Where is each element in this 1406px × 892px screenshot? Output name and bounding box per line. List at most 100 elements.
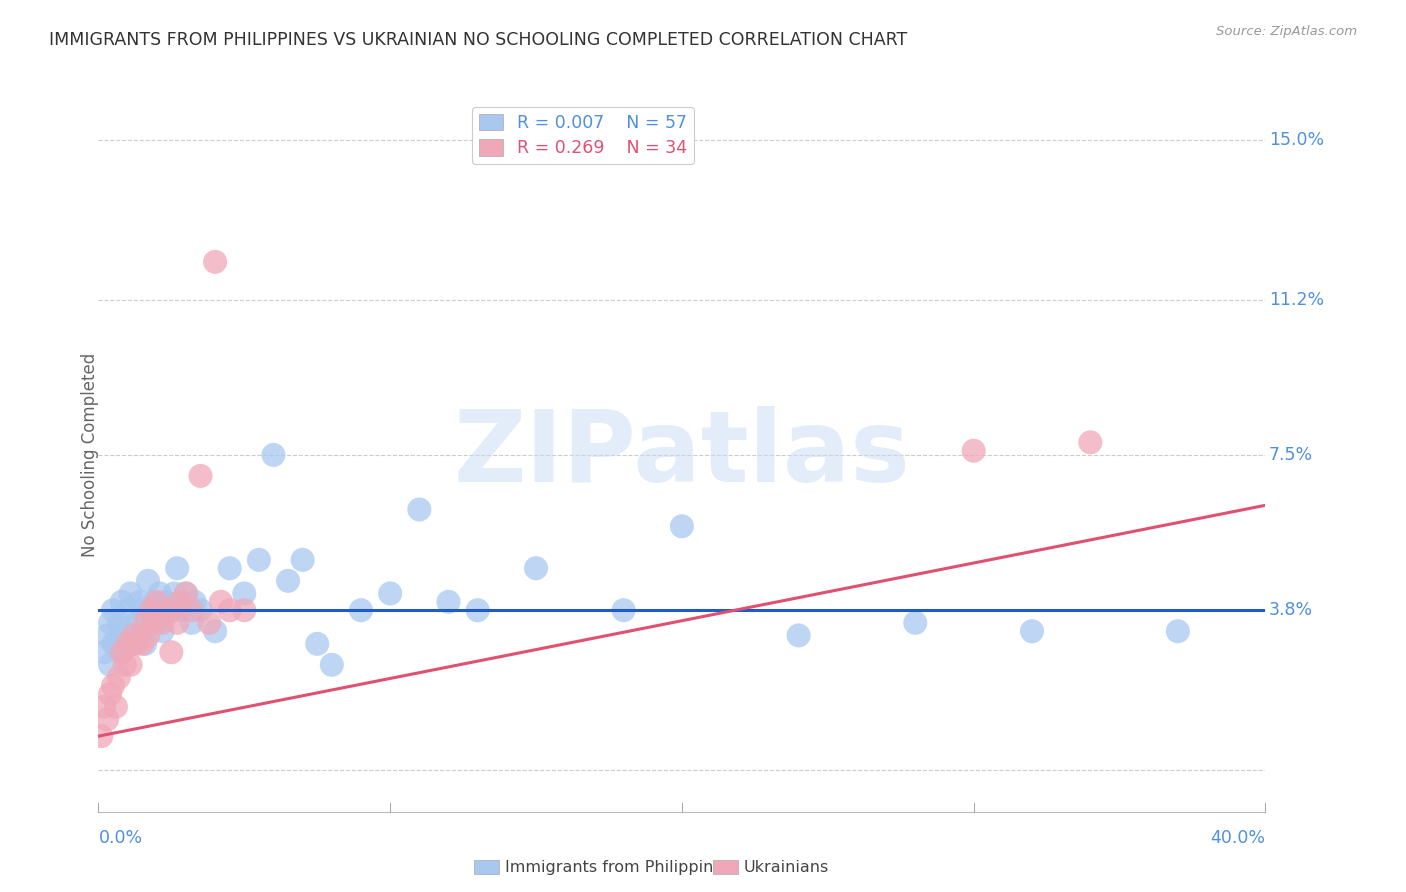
Text: Source: ZipAtlas.com: Source: ZipAtlas.com: [1216, 25, 1357, 38]
Text: 40.0%: 40.0%: [1211, 829, 1265, 847]
Point: [131, 603, 153, 617]
Point: [1167, 624, 1189, 639]
Point: [120, 586, 142, 600]
Point: [1021, 624, 1043, 639]
Point: [108, 615, 131, 630]
Point: [152, 603, 174, 617]
Point: [671, 519, 693, 533]
Point: [117, 637, 139, 651]
Point: [142, 615, 165, 630]
Text: 11.2%: 11.2%: [1268, 291, 1324, 309]
Point: [101, 603, 124, 617]
Point: [117, 603, 139, 617]
Point: [160, 645, 183, 659]
Text: IMMIGRANTS FROM PHILIPPINES VS UKRAINIAN NO SCHOOLING COMPLETED CORRELATION CHAR: IMMIGRANTS FROM PHILIPPINES VS UKRAINIAN…: [49, 31, 907, 49]
Text: Ukrainians: Ukrainians: [744, 860, 830, 874]
Point: [93, 645, 115, 659]
Point: [136, 628, 159, 642]
Point: [96, 628, 118, 642]
Point: [125, 637, 148, 651]
Text: ZIPatlas: ZIPatlas: [454, 407, 910, 503]
Point: [146, 595, 169, 609]
Point: [122, 628, 145, 642]
Point: [1080, 435, 1102, 450]
Point: [160, 603, 183, 617]
Point: [98, 687, 121, 701]
Point: [111, 645, 134, 659]
Point: [174, 586, 197, 600]
Point: [134, 637, 156, 651]
Point: [166, 561, 188, 575]
Point: [163, 586, 186, 600]
Point: [90, 729, 112, 743]
Point: [152, 624, 174, 639]
Point: [104, 637, 127, 651]
Text: Immigrants from Philippines: Immigrants from Philippines: [505, 860, 731, 874]
Text: 15.0%: 15.0%: [1268, 131, 1324, 149]
Point: [183, 595, 205, 609]
Point: [160, 603, 183, 617]
Point: [180, 603, 202, 617]
Text: 0.0%: 0.0%: [98, 829, 142, 847]
Point: [125, 615, 148, 630]
Point: [142, 595, 165, 609]
Point: [180, 615, 202, 630]
Legend: R = 0.007    N = 57, R = 0.269    N = 34: R = 0.007 N = 57, R = 0.269 N = 34: [471, 107, 693, 164]
Point: [437, 595, 460, 609]
Point: [291, 553, 314, 567]
Point: [962, 443, 984, 458]
Point: [131, 637, 153, 651]
Point: [524, 561, 547, 575]
Point: [131, 624, 153, 639]
Point: [190, 603, 212, 617]
Point: [204, 255, 226, 269]
Point: [190, 469, 212, 483]
Point: [93, 699, 115, 714]
Point: [350, 603, 373, 617]
Point: [98, 657, 121, 672]
Point: [169, 603, 191, 617]
Point: [218, 561, 240, 575]
Point: [146, 615, 169, 630]
Point: [104, 699, 127, 714]
Point: [233, 586, 256, 600]
Text: 3.8%: 3.8%: [1268, 601, 1313, 619]
Point: [169, 595, 191, 609]
Point: [134, 615, 156, 630]
Point: [277, 574, 299, 588]
Point: [166, 615, 188, 630]
Point: [98, 615, 121, 630]
Point: [262, 448, 284, 462]
Point: [108, 670, 131, 684]
Point: [101, 679, 124, 693]
Point: [120, 657, 142, 672]
Point: [408, 502, 430, 516]
Point: [136, 574, 159, 588]
Point: [114, 657, 136, 672]
Point: [307, 637, 329, 651]
Point: [198, 615, 221, 630]
Point: [149, 586, 172, 600]
Point: [111, 645, 134, 659]
Point: [174, 586, 197, 600]
Point: [114, 624, 136, 639]
Point: [321, 657, 343, 672]
Point: [96, 712, 118, 726]
Point: [218, 603, 240, 617]
Point: [247, 553, 270, 567]
Point: [204, 624, 226, 639]
Point: [117, 628, 139, 642]
Point: [612, 603, 634, 617]
Point: [155, 595, 177, 609]
Point: [787, 628, 810, 642]
Text: 7.5%: 7.5%: [1268, 446, 1313, 464]
Point: [122, 637, 145, 651]
Point: [139, 603, 162, 617]
Y-axis label: No Schooling Completed: No Schooling Completed: [82, 353, 98, 557]
Point: [152, 615, 174, 630]
Point: [101, 637, 124, 651]
Point: [233, 603, 256, 617]
Point: [209, 595, 232, 609]
Point: [139, 603, 162, 617]
Point: [378, 586, 402, 600]
